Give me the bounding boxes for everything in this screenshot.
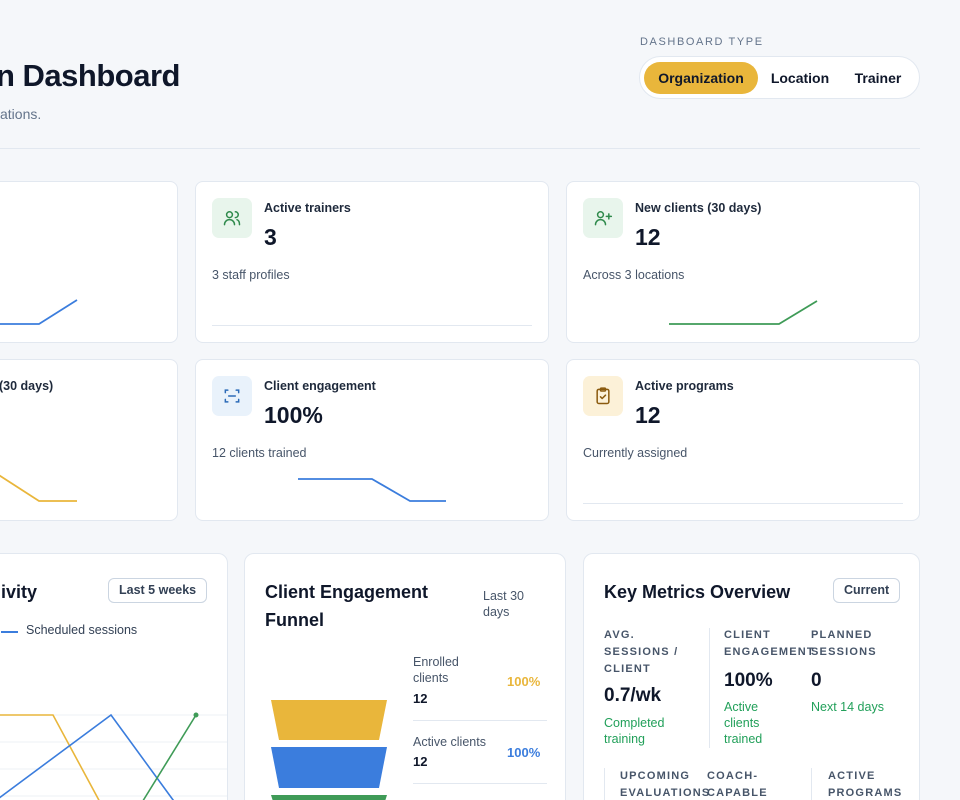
- funnel-divider: [413, 783, 547, 784]
- header-divider: [0, 148, 920, 149]
- metric-note: Next 14 days: [811, 700, 884, 714]
- funnel-divider: [413, 720, 547, 721]
- sparkline-green: [669, 300, 818, 325]
- dashboard-type-label: DASHBOARD TYPE: [640, 36, 764, 48]
- stat-label: New clients (30 days): [635, 201, 762, 215]
- stat-note: Across 3 locations: [583, 268, 685, 282]
- funnel-value: 12: [413, 754, 428, 769]
- metric-value: 100%: [724, 670, 773, 691]
- stat-card-active-programs: Active programs 12 Currently assigned: [566, 359, 920, 521]
- stat-value: 3: [264, 224, 277, 250]
- metric-divider: [811, 768, 812, 800]
- metric-value: 0.7/wk: [604, 685, 662, 706]
- legend-swatch: [1, 631, 18, 633]
- funnel-stage-next: [271, 795, 387, 800]
- funnel-percent: 100%: [507, 674, 541, 689]
- page-title: n Dashboard: [0, 58, 180, 93]
- stat-value: 12: [635, 224, 661, 250]
- sparkline-baseline: [212, 325, 532, 326]
- metric-value: 0: [811, 670, 822, 691]
- stat-card-client-engagement: Client engagement 100% 12 clients traine…: [195, 359, 549, 521]
- stat-label: Active trainers: [264, 201, 351, 215]
- range-selector[interactable]: Last 5 weeks: [108, 578, 208, 603]
- funnel-value: 12: [413, 691, 428, 706]
- stat-value: 12: [635, 402, 661, 428]
- stat-note: Currently assigned: [583, 446, 688, 460]
- stat-card-partial-2: (30 days): [0, 359, 178, 521]
- funnel-label: Active clients: [413, 735, 486, 749]
- stat-label: Client engagement: [264, 379, 376, 393]
- funnel-stage-active: [271, 747, 387, 788]
- dashboard-type-trainer[interactable]: Trainer: [854, 70, 902, 86]
- user-plus-icon: [583, 198, 623, 238]
- stat-label: (30 days): [0, 379, 54, 393]
- stat-card-active-trainers: Active trainers 3 3 staff profiles: [195, 181, 549, 343]
- dashboard-type-switch: Organization Location Trainer: [639, 56, 920, 99]
- funnel-label: Enrolled clients: [413, 655, 459, 685]
- funnel-percent: 100%: [507, 745, 541, 760]
- sparkline-blue: [0, 299, 78, 325]
- stat-label: Active programs: [635, 379, 734, 393]
- panel-title: Client Engagement: [265, 582, 429, 602]
- metric-label: CLIENT ENGAGEMENT: [724, 629, 815, 658]
- metric-label: ACTIVE PROGRAMS: [828, 770, 903, 799]
- metric-divider: [709, 628, 710, 748]
- panel-title-line2: Funnel: [265, 610, 324, 630]
- status-badge: Current: [833, 578, 901, 603]
- page-subtitle: ations.: [0, 106, 42, 122]
- dashboard-type-organization[interactable]: Organization: [644, 62, 758, 94]
- funnel-chart: [271, 700, 387, 800]
- funnel-panel: Client Engagement Funnel Last 30 days Enr…: [244, 553, 566, 800]
- key-metrics-panel: Key Metrics Overview Current AVG. SESSION…: [583, 553, 920, 800]
- stat-note: 12 clients trained: [212, 446, 307, 460]
- scan-icon: [212, 376, 252, 416]
- activity-panel: ivity Last 5 weeks Scheduled sessions: [0, 553, 228, 800]
- sparkline-yellow: [0, 474, 77, 502]
- metric-label: PLANNED SESSIONS: [811, 629, 877, 658]
- users-icon: [212, 198, 252, 238]
- sparkline-baseline: [583, 503, 903, 504]
- stat-card-new-clients: New clients (30 days) 12 Across 3 locati…: [566, 181, 920, 343]
- legend-label: Scheduled sessions: [26, 623, 138, 637]
- dashboard-type-location[interactable]: Location: [770, 70, 830, 86]
- stat-value: 100%: [264, 402, 323, 428]
- metric-label: COACH- CAPABLE: [707, 770, 768, 799]
- funnel-range: Last 30 days: [483, 589, 525, 619]
- panel-title: ivity: [1, 582, 38, 602]
- metric-label: UPCOMING EVALUATIONS: [620, 770, 711, 799]
- metric-note: Active clients trained: [724, 700, 763, 746]
- sparkline-blue: [298, 478, 446, 502]
- metric-divider: [604, 768, 605, 800]
- clipboard-check-icon: [583, 376, 623, 416]
- panel-title: Key Metrics Overview: [604, 582, 791, 602]
- metric-note: Completed training: [604, 716, 665, 746]
- metric-label: AVG. SESSIONS / CLIENT: [604, 629, 679, 675]
- stat-note: 3 staff profiles: [212, 268, 290, 282]
- stat-card-partial-1: [0, 181, 178, 343]
- funnel-stage-enrolled: [271, 700, 387, 740]
- activity-chart: [0, 712, 227, 800]
